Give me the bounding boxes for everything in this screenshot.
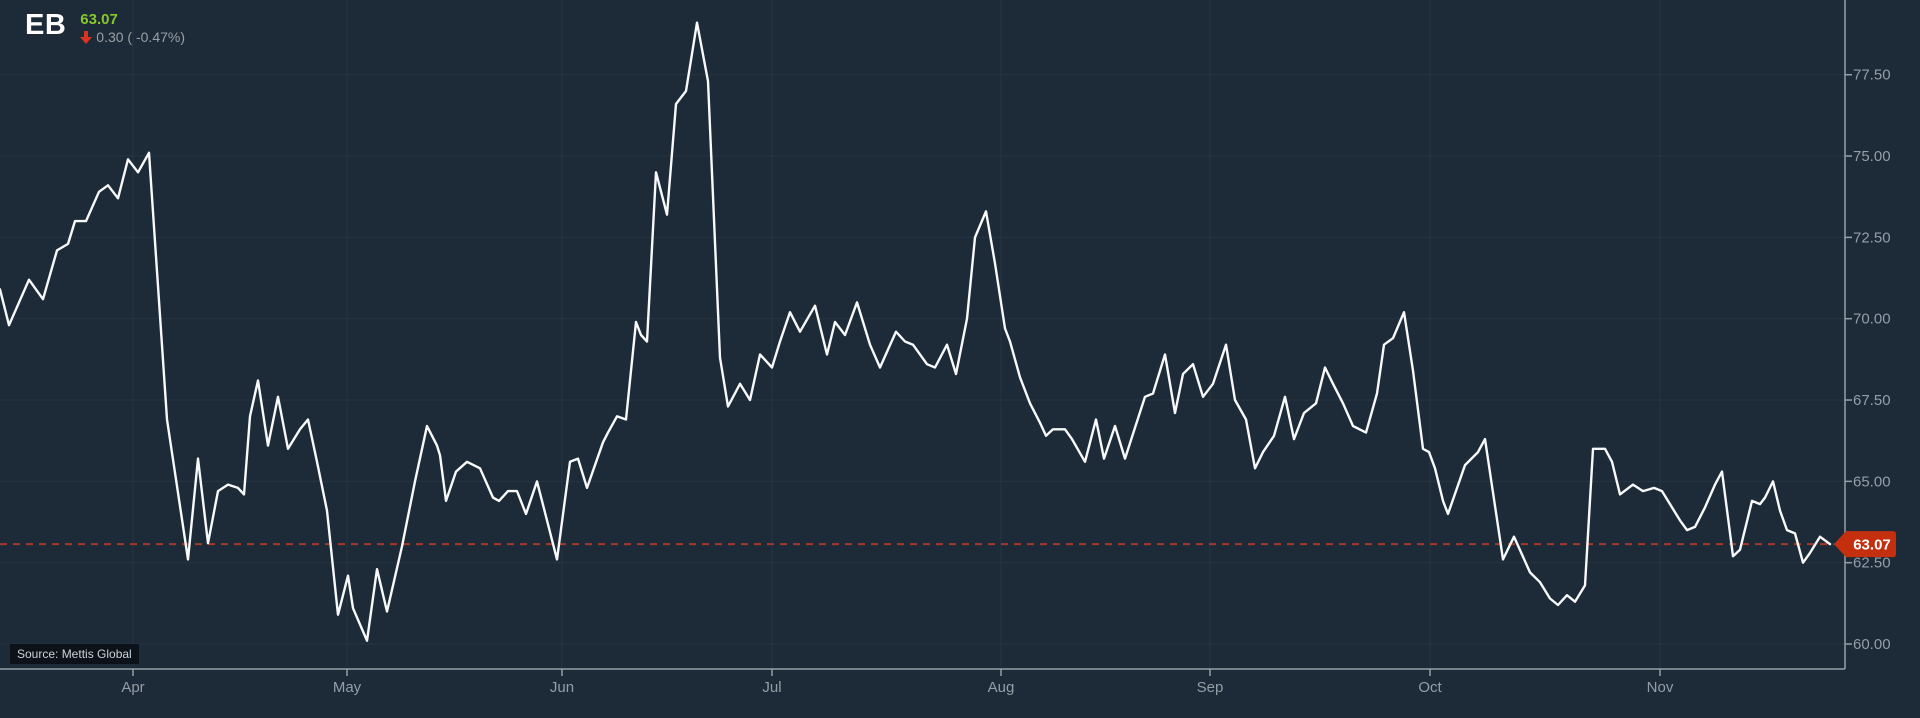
x-tick-label: Apr	[121, 679, 144, 696]
y-tick-label: 72.50	[1853, 229, 1891, 246]
source-label: Source: Mettis Global	[10, 644, 139, 664]
price-series-line	[0, 21, 1832, 642]
y-tick-label: 77.50	[1853, 67, 1891, 84]
ticker-symbol: EB	[25, 9, 67, 41]
last-price-value: 63.07	[80, 11, 118, 28]
grid-lines	[0, 0, 1845, 669]
x-tick-label: May	[333, 679, 362, 696]
price-badge-value: 63.07	[1853, 537, 1891, 554]
axes	[0, 0, 1846, 670]
price-change-row: 0.30 ( -0.47%)	[80, 30, 185, 44]
x-tick-label: Jul	[762, 679, 781, 696]
x-tick-label: Jun	[550, 679, 574, 696]
last-price-badge: 63.07	[1834, 531, 1896, 558]
axis-ticks	[132, 73, 1852, 676]
down-arrow-icon	[80, 30, 93, 44]
x-tick-label: Oct	[1418, 679, 1442, 696]
price-change-text: 0.30 ( -0.47%)	[96, 29, 186, 45]
x-tick-label: Aug	[988, 679, 1015, 696]
price-line	[0, 21, 1832, 642]
ticker-header: EB 63.07 0.30 ( -0.47%)	[25, 10, 185, 44]
x-tick-label: Sep	[1197, 679, 1224, 696]
y-tick-label: 60.00	[1853, 636, 1891, 653]
y-tick-label: 62.50	[1853, 555, 1891, 572]
y-tick-label: 67.50	[1853, 392, 1891, 409]
y-tick-label: 75.00	[1853, 148, 1891, 165]
y-tick-label: 65.00	[1853, 473, 1891, 490]
y-tick-label: 70.00	[1853, 311, 1891, 328]
axis-tick-labels: 77.50 75.00 72.50 70.00 67.50 65.00 62.50 60.00…	[121, 67, 1890, 696]
quote-block: 63.07 0.30 ( -0.47%)	[80, 10, 185, 44]
price-badge-shape	[1834, 531, 1896, 558]
x-tick-label: Nov	[1647, 679, 1674, 696]
